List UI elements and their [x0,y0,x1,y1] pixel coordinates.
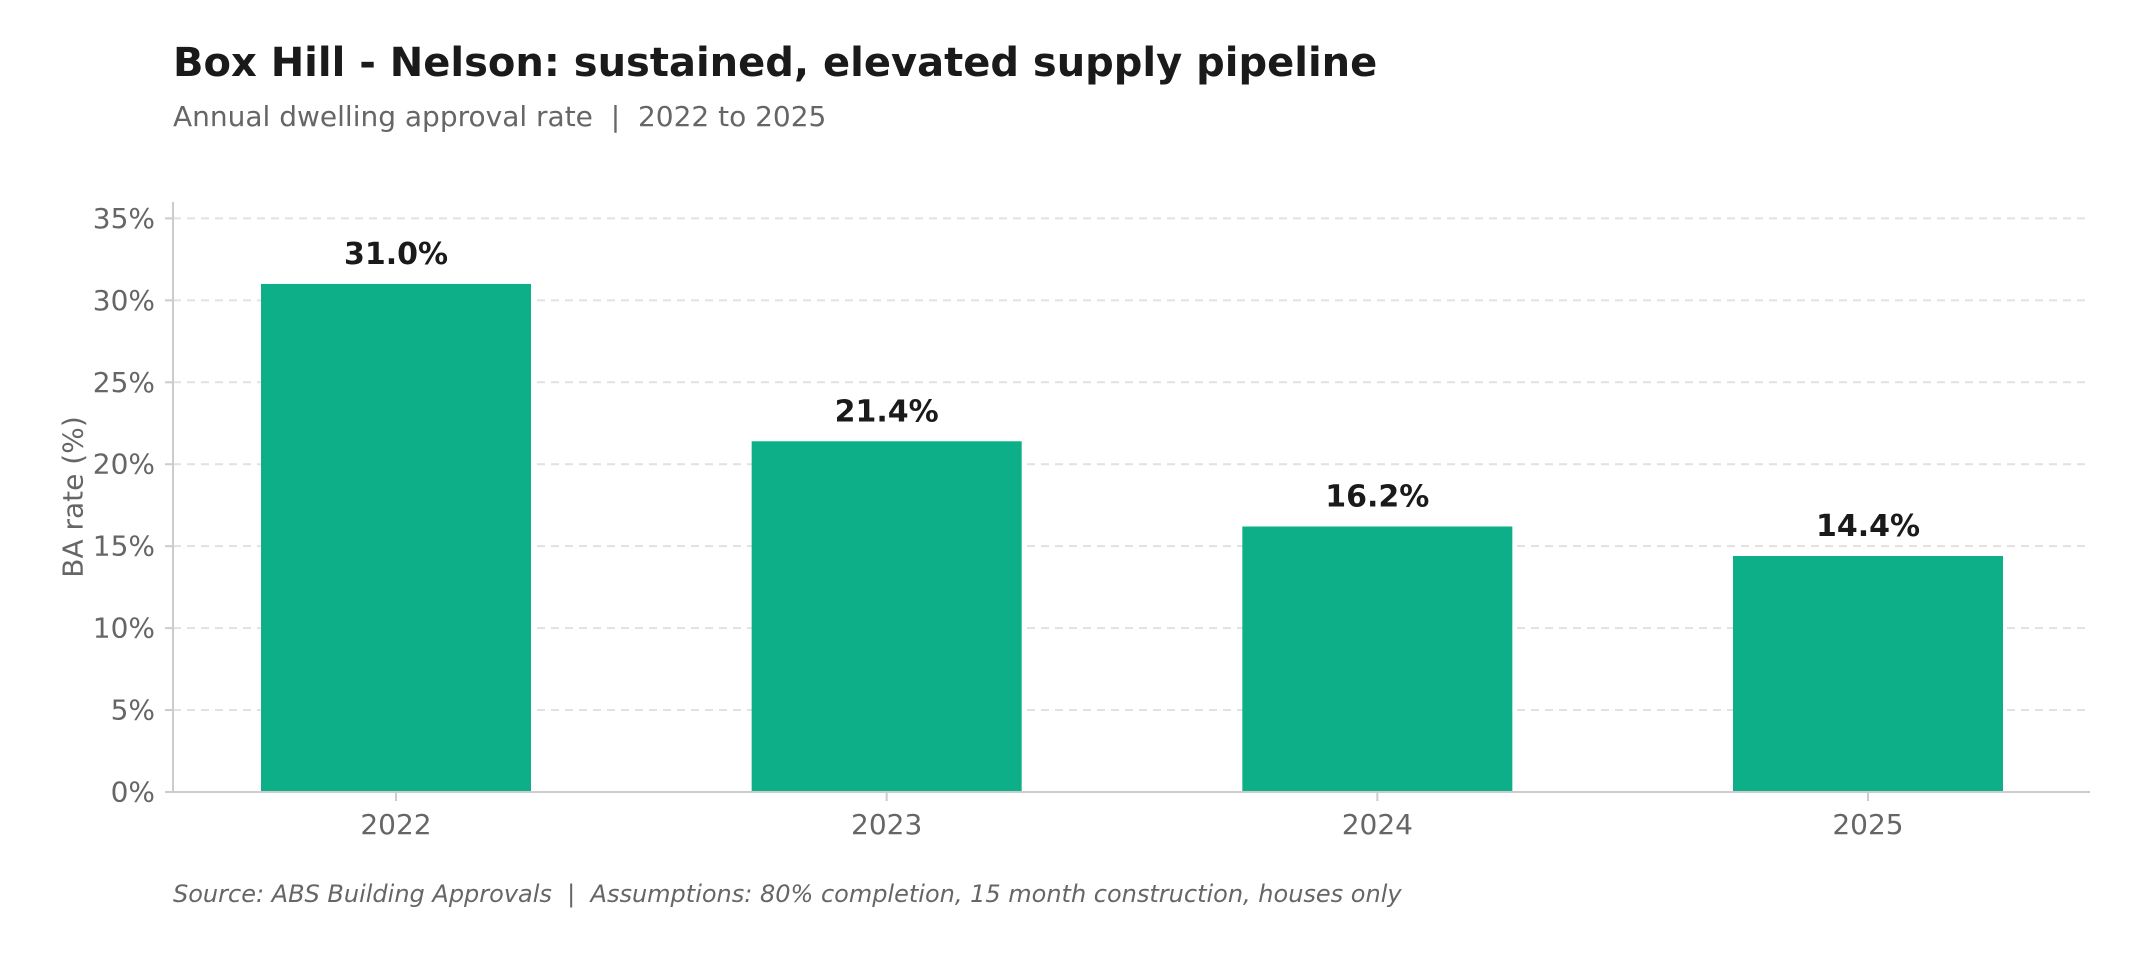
y-tick-label: 0% [111,776,155,809]
source-note: Source: ABS Building Approvals | Assumpt… [173,880,1402,908]
bars [261,283,2003,792]
bar-value-label: 14.4% [1816,509,1920,544]
bar-value-label: 16.2% [1325,480,1429,515]
x-tick-label: 2024 [1342,808,1413,841]
x-tick-label: 2022 [360,808,431,841]
x-tick-label: 2025 [1832,808,1903,841]
bar-2023 [751,441,1022,792]
y-tick-label: 10% [93,612,155,645]
y-tick-label: 30% [93,284,155,317]
value-labels: 31.0% 21.4% 16.2% 14.4% [344,237,1920,544]
y-tick-label: 25% [93,366,155,399]
bar-value-label: 21.4% [835,394,939,429]
y-tick-label: 20% [93,448,155,481]
y-tick-label: 35% [93,202,155,235]
bar-2022 [261,283,531,792]
y-tick-label: 5% [111,694,155,727]
chart-title: Box Hill - Nelson: sustained, elevated s… [173,40,1378,86]
chart-subtitle: Annual dwelling approval rate | 2022 to … [173,100,827,133]
bar-2025 [1733,556,2003,792]
bar-value-label: 31.0% [344,237,448,272]
y-axis-label: BA rate (%) [57,416,90,578]
bar-2024 [1242,526,1513,792]
x-tick-label: 2023 [851,808,922,841]
ticks: 0% 5% 10% 15% 20% 25% 30% 35% 2022 2023 2024 2025 [93,202,1904,841]
y-tick-label: 15% [93,530,155,563]
